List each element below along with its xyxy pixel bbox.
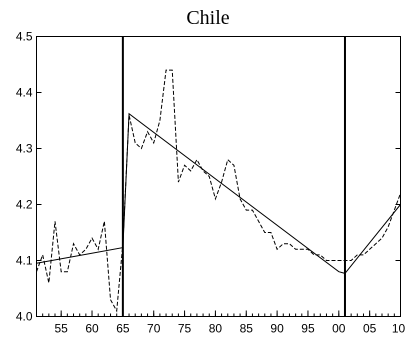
y-tick-label: 4.5 bbox=[16, 30, 33, 44]
x-tick-label: 75 bbox=[178, 322, 192, 336]
series-line-actual bbox=[36, 69, 401, 313]
y-tick-label: 4.0 bbox=[16, 310, 33, 324]
chart-title: Chile bbox=[186, 7, 229, 29]
x-tick-label: 55 bbox=[54, 322, 68, 336]
y-tick-label: 4.3 bbox=[16, 142, 33, 156]
x-tick-label: 00 bbox=[332, 322, 346, 336]
x-tick-label: 80 bbox=[209, 322, 223, 336]
x-tick-label: 85 bbox=[240, 322, 254, 336]
x-tick-label: 05 bbox=[363, 322, 377, 336]
x-tick-label: 65 bbox=[116, 322, 130, 336]
x-tick-label: 90 bbox=[270, 322, 284, 336]
plot-frame bbox=[36, 36, 401, 317]
break-lines bbox=[121, 36, 346, 317]
x-axis: 55 60 65 70 75 80 85 90 95 00 05 10 bbox=[36, 310, 406, 336]
y-axis: 4.0 4.1 4.2 4.3 4.4 4.5 bbox=[16, 30, 401, 324]
series-group bbox=[36, 69, 401, 313]
y-tick-label: 4.2 bbox=[16, 198, 33, 212]
x-tick-label: 60 bbox=[85, 322, 99, 336]
x-tick-label: 95 bbox=[301, 322, 315, 336]
x-tick-label: 70 bbox=[147, 322, 161, 336]
y-tick-label: 4.4 bbox=[16, 86, 33, 100]
x-tick-label: 10 bbox=[392, 322, 406, 336]
y-tick-label: 4.1 bbox=[16, 254, 33, 268]
series-line-trend bbox=[36, 112, 401, 274]
